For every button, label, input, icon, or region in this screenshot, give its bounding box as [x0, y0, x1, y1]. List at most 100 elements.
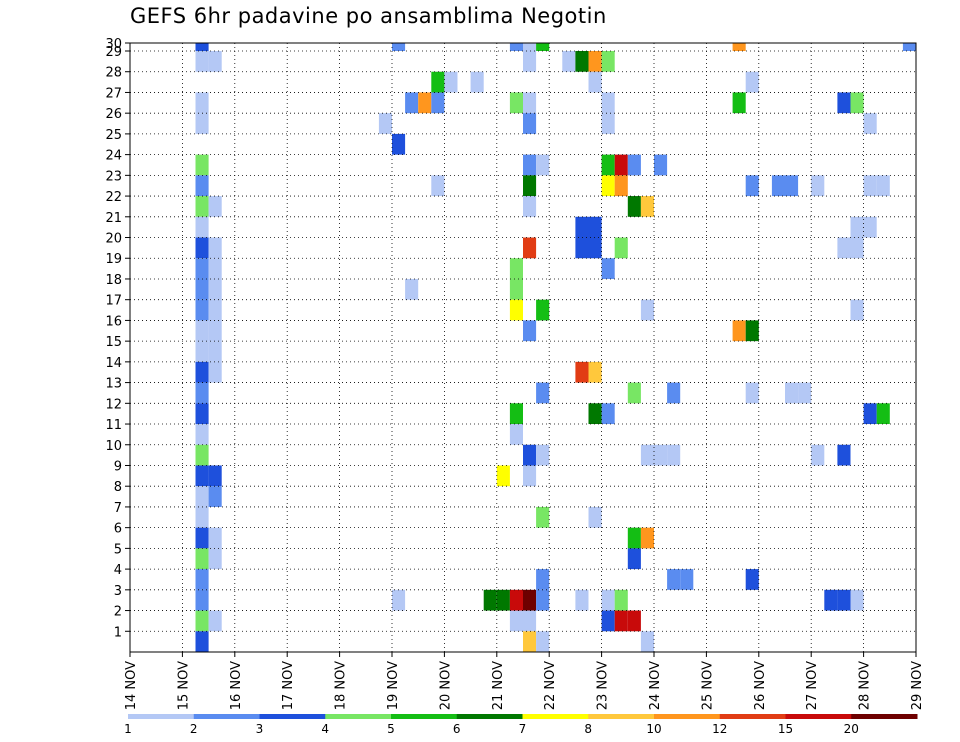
heatmap-cell [523, 154, 537, 176]
heatmap-cell [195, 196, 209, 217]
x-tick-label: 20 NOV [438, 661, 453, 710]
heatmap-cell [195, 341, 209, 362]
heatmap-cell [470, 71, 484, 93]
heatmap-cell [627, 382, 641, 404]
heatmap-cell [509, 610, 523, 632]
x-tick-label: 21 NOV [491, 661, 506, 710]
heatmap-cell [509, 258, 523, 279]
heatmap-cell [536, 631, 550, 652]
heatmap-cell [536, 154, 550, 176]
x-tick-label: 27 NOV [805, 661, 820, 710]
heatmap-cell [523, 444, 537, 466]
heatmap-cell [509, 278, 523, 300]
heatmap-cell [509, 589, 523, 611]
y-tick-label: 25 [105, 128, 122, 143]
heatmap-cell [863, 175, 877, 197]
color-legend: 1 2 3 4 5 6 7 8 10 12 15 20 [124, 714, 918, 736]
heatmap-cell [523, 465, 537, 487]
x-tick-label: 25 NOV [700, 661, 715, 710]
y-tick-label: 5 [114, 542, 122, 557]
legend-swatch [456, 714, 523, 719]
heatmap-cell [523, 92, 537, 114]
heatmap-cell [627, 548, 641, 570]
y-tick-label: 6 [114, 522, 122, 537]
heatmap-cell [680, 569, 694, 590]
heatmap-cell [745, 71, 759, 93]
heatmap-cell [195, 548, 209, 570]
heatmap-cell [640, 631, 654, 652]
heatmap-cell [575, 216, 589, 238]
heatmap-cell [627, 154, 641, 176]
y-tick-label: 22 [105, 190, 122, 205]
chart-title: GEFS 6hr padavine po ansamblima Negotin [130, 4, 607, 28]
y-tick-label: 16 [105, 314, 122, 329]
heatmap-cell [195, 527, 209, 549]
heatmap-cell [195, 175, 209, 197]
heatmap-cell [588, 361, 602, 383]
heatmap-cell [562, 51, 576, 72]
heatmap-cell [208, 548, 222, 570]
y-tick-label: 13 [105, 377, 122, 392]
legend-swatch [654, 714, 721, 719]
heatmap-cell [640, 527, 654, 549]
heatmap-cell [654, 444, 668, 466]
heatmap-cell [208, 258, 222, 279]
heatmap-cell [614, 589, 628, 611]
heatmap-cell [601, 51, 615, 72]
heatmap-cell [195, 320, 209, 342]
y-tick-label: 12 [105, 397, 122, 412]
heatmap-cell [444, 71, 458, 93]
heatmap-cell [195, 444, 209, 466]
heatmap-cell [850, 216, 864, 238]
y-tick-label: 15 [105, 335, 122, 350]
y-tick-label: 23 [105, 169, 122, 184]
x-tick-label: 17 NOV [281, 661, 296, 710]
heatmap-cells [195, 43, 916, 652]
heatmap-cell [195, 154, 209, 176]
legend-label: 12 [712, 722, 727, 736]
heatmap-cell [392, 133, 406, 155]
heatmap-cell [208, 610, 222, 632]
x-tick-label: 14 NOV [124, 661, 139, 710]
heatmap-cell [208, 465, 222, 487]
heatmap-cell [536, 444, 550, 466]
x-tick-label: 23 NOV [596, 661, 611, 710]
heatmap-cell [745, 175, 759, 197]
heatmap-cell [863, 403, 877, 425]
grid-lines [130, 43, 916, 652]
y-tick-label: 29 [105, 45, 122, 60]
x-tick-label: 26 NOV [753, 661, 768, 710]
heatmap-cell [601, 92, 615, 114]
heatmap-cell [523, 175, 537, 197]
y-tick-label: 11 [105, 418, 122, 433]
heatmap-cell [588, 237, 602, 259]
heatmap-cell [732, 92, 746, 114]
heatmap-cell [876, 175, 890, 197]
heatmap-cell [405, 92, 419, 114]
heatmap-cell [850, 299, 864, 321]
heatmap-cell [496, 589, 510, 611]
heatmap-cell [627, 196, 641, 217]
x-tick-label: 24 NOV [648, 661, 663, 710]
heatmap-cell [195, 258, 209, 279]
heatmap-cell [536, 569, 550, 590]
heatmap-cell [601, 589, 615, 611]
heatmap-cell [627, 610, 641, 632]
y-tick-label: 24 [105, 149, 122, 164]
heatmap-cell [640, 196, 654, 217]
heatmap-cell [863, 216, 877, 238]
heatmap-cell [509, 424, 523, 445]
heatmap-cell [195, 361, 209, 383]
heatmap-cell [523, 631, 537, 652]
heatmap-cell [509, 43, 523, 51]
heatmap-cell [575, 589, 589, 611]
heatmap-cell [588, 216, 602, 238]
heatmap-cell [392, 43, 406, 51]
heatmap-cell [195, 506, 209, 528]
x-tick-label: 29 NOV [910, 661, 925, 710]
heatmap-cell [523, 610, 537, 632]
heatmap-cell [208, 527, 222, 549]
y-tick-label: 17 [105, 294, 122, 309]
legend-label: 7 [519, 722, 527, 736]
heatmap-cell [811, 444, 825, 466]
